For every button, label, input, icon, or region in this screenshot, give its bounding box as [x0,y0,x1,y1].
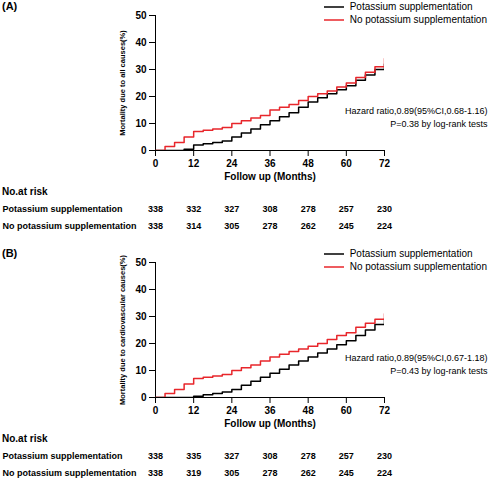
svg-text:314: 314 [186,221,201,231]
html-text:Potassium supplementation: Potassium supplementation [349,248,473,259]
svg-text:338: 338 [148,221,163,231]
svg-text:40: 40 [135,284,147,295]
svg-text:Mortality due to cardiovascula: Mortality due to cardiovascular causes(%… [118,254,127,405]
svg-text:338: 338 [148,451,163,461]
svg-text:Hazard ratio,0.89(95%CI,0.67-1: Hazard ratio,0.89(95%CI,0.67-1.18) [345,353,488,363]
svg-text:Potassium supplementation: Potassium supplementation [3,204,123,214]
svg-text:60: 60 [341,158,353,169]
svg-text:50: 50 [135,10,147,21]
svg-text:24: 24 [226,405,238,416]
svg-text:36: 36 [264,158,276,169]
svg-text:308: 308 [262,451,277,461]
svg-text:50: 50 [135,257,147,268]
svg-text:257: 257 [339,204,354,214]
svg-text:319: 319 [186,468,201,478]
svg-text:36: 36 [264,405,276,416]
svg-text:Potassium supplementation: Potassium supplementation [3,451,123,461]
svg-text:245: 245 [339,221,354,231]
svg-text:60: 60 [341,405,353,416]
svg-text:305: 305 [224,221,239,231]
svg-text:245: 245 [339,468,354,478]
svg-text:10: 10 [135,118,147,129]
html-text:No potassium supplementation: No potassium supplementation [349,14,487,25]
svg-text:338: 338 [148,204,163,214]
svg-text:48: 48 [303,158,315,169]
svg-text:Mortality due to all causes(%): Mortality due to all causes(%) [118,30,127,136]
html-text:No potassium supplementation: No potassium supplementation [349,261,487,272]
html-text:(A): (A) [2,0,18,12]
svg-text:338: 338 [148,468,163,478]
svg-text:335: 335 [186,451,201,461]
svg-text:262: 262 [301,221,316,231]
svg-text:0: 0 [153,158,159,169]
svg-text:262: 262 [301,468,316,478]
svg-text:327: 327 [224,451,239,461]
svg-text:48: 48 [303,405,315,416]
svg-text:224: 224 [377,468,392,478]
svg-text:308: 308 [262,204,277,214]
svg-text:20: 20 [135,91,147,102]
svg-text:278: 278 [262,221,277,231]
svg-text:P=0.43 by log-rank tests: P=0.43 by log-rank tests [390,366,488,376]
svg-text:Hazard ratio,0.89(95%CI,0.68-1: Hazard ratio,0.89(95%CI,0.68-1.16) [345,106,488,116]
svg-text:30: 30 [135,64,147,75]
svg-text:12: 12 [188,158,200,169]
svg-text:40: 40 [135,37,147,48]
svg-text:24: 24 [226,158,238,169]
svg-text:278: 278 [262,468,277,478]
html-text:No.at risk: No.at risk [2,433,48,444]
svg-text:278: 278 [301,451,316,461]
svg-text:30: 30 [135,311,147,322]
svg-text:278: 278 [301,204,316,214]
svg-text:No potassium supplementation: No potassium supplementation [3,221,137,231]
svg-text:257: 257 [339,451,354,461]
html-text:No.at risk: No.at risk [2,186,48,197]
svg-text:230: 230 [377,204,392,214]
svg-text:Follow up (Months): Follow up (Months) [224,418,316,429]
svg-text:72: 72 [379,405,391,416]
svg-text:0: 0 [141,145,147,156]
svg-text:12: 12 [188,405,200,416]
svg-text:0: 0 [153,405,159,416]
svg-text:P=0.38 by log-rank tests: P=0.38 by log-rank tests [390,119,488,129]
svg-text:230: 230 [377,451,392,461]
html-text:Potassium supplementation: Potassium supplementation [349,1,473,12]
svg-text:0: 0 [141,392,147,403]
svg-text:Follow up (Months): Follow up (Months) [224,171,316,182]
svg-text:10: 10 [135,365,147,376]
svg-text:20: 20 [135,338,147,349]
svg-text:305: 305 [224,468,239,478]
svg-text:No potassium supplementation: No potassium supplementation [3,468,137,478]
svg-text:327: 327 [224,204,239,214]
svg-text:224: 224 [377,221,392,231]
svg-text:72: 72 [379,158,391,169]
svg-text:332: 332 [186,204,201,214]
html-text:(B): (B) [2,247,18,259]
